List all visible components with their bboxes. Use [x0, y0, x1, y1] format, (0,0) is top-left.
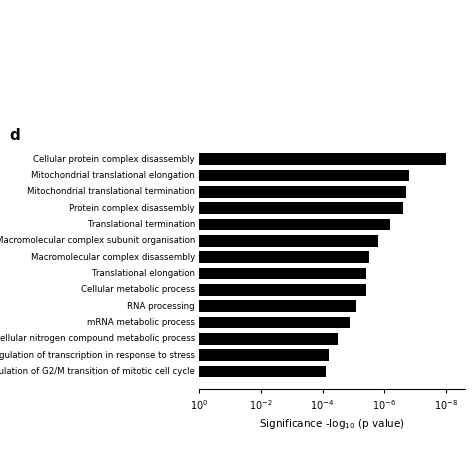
Text: d: d: [9, 128, 20, 143]
Bar: [199, 154, 446, 165]
Bar: [199, 366, 326, 377]
Bar: [199, 235, 378, 247]
Bar: [199, 186, 406, 198]
Bar: [199, 268, 366, 280]
Bar: [199, 202, 403, 214]
Bar: [199, 317, 350, 328]
Bar: [199, 219, 391, 230]
Bar: [199, 301, 356, 312]
Bar: [199, 251, 369, 263]
X-axis label: Significance -log$_{10}$ (p value): Significance -log$_{10}$ (p value): [259, 417, 405, 431]
Bar: [199, 284, 366, 296]
Bar: [199, 349, 328, 361]
Bar: [199, 170, 409, 182]
Bar: [199, 333, 338, 345]
